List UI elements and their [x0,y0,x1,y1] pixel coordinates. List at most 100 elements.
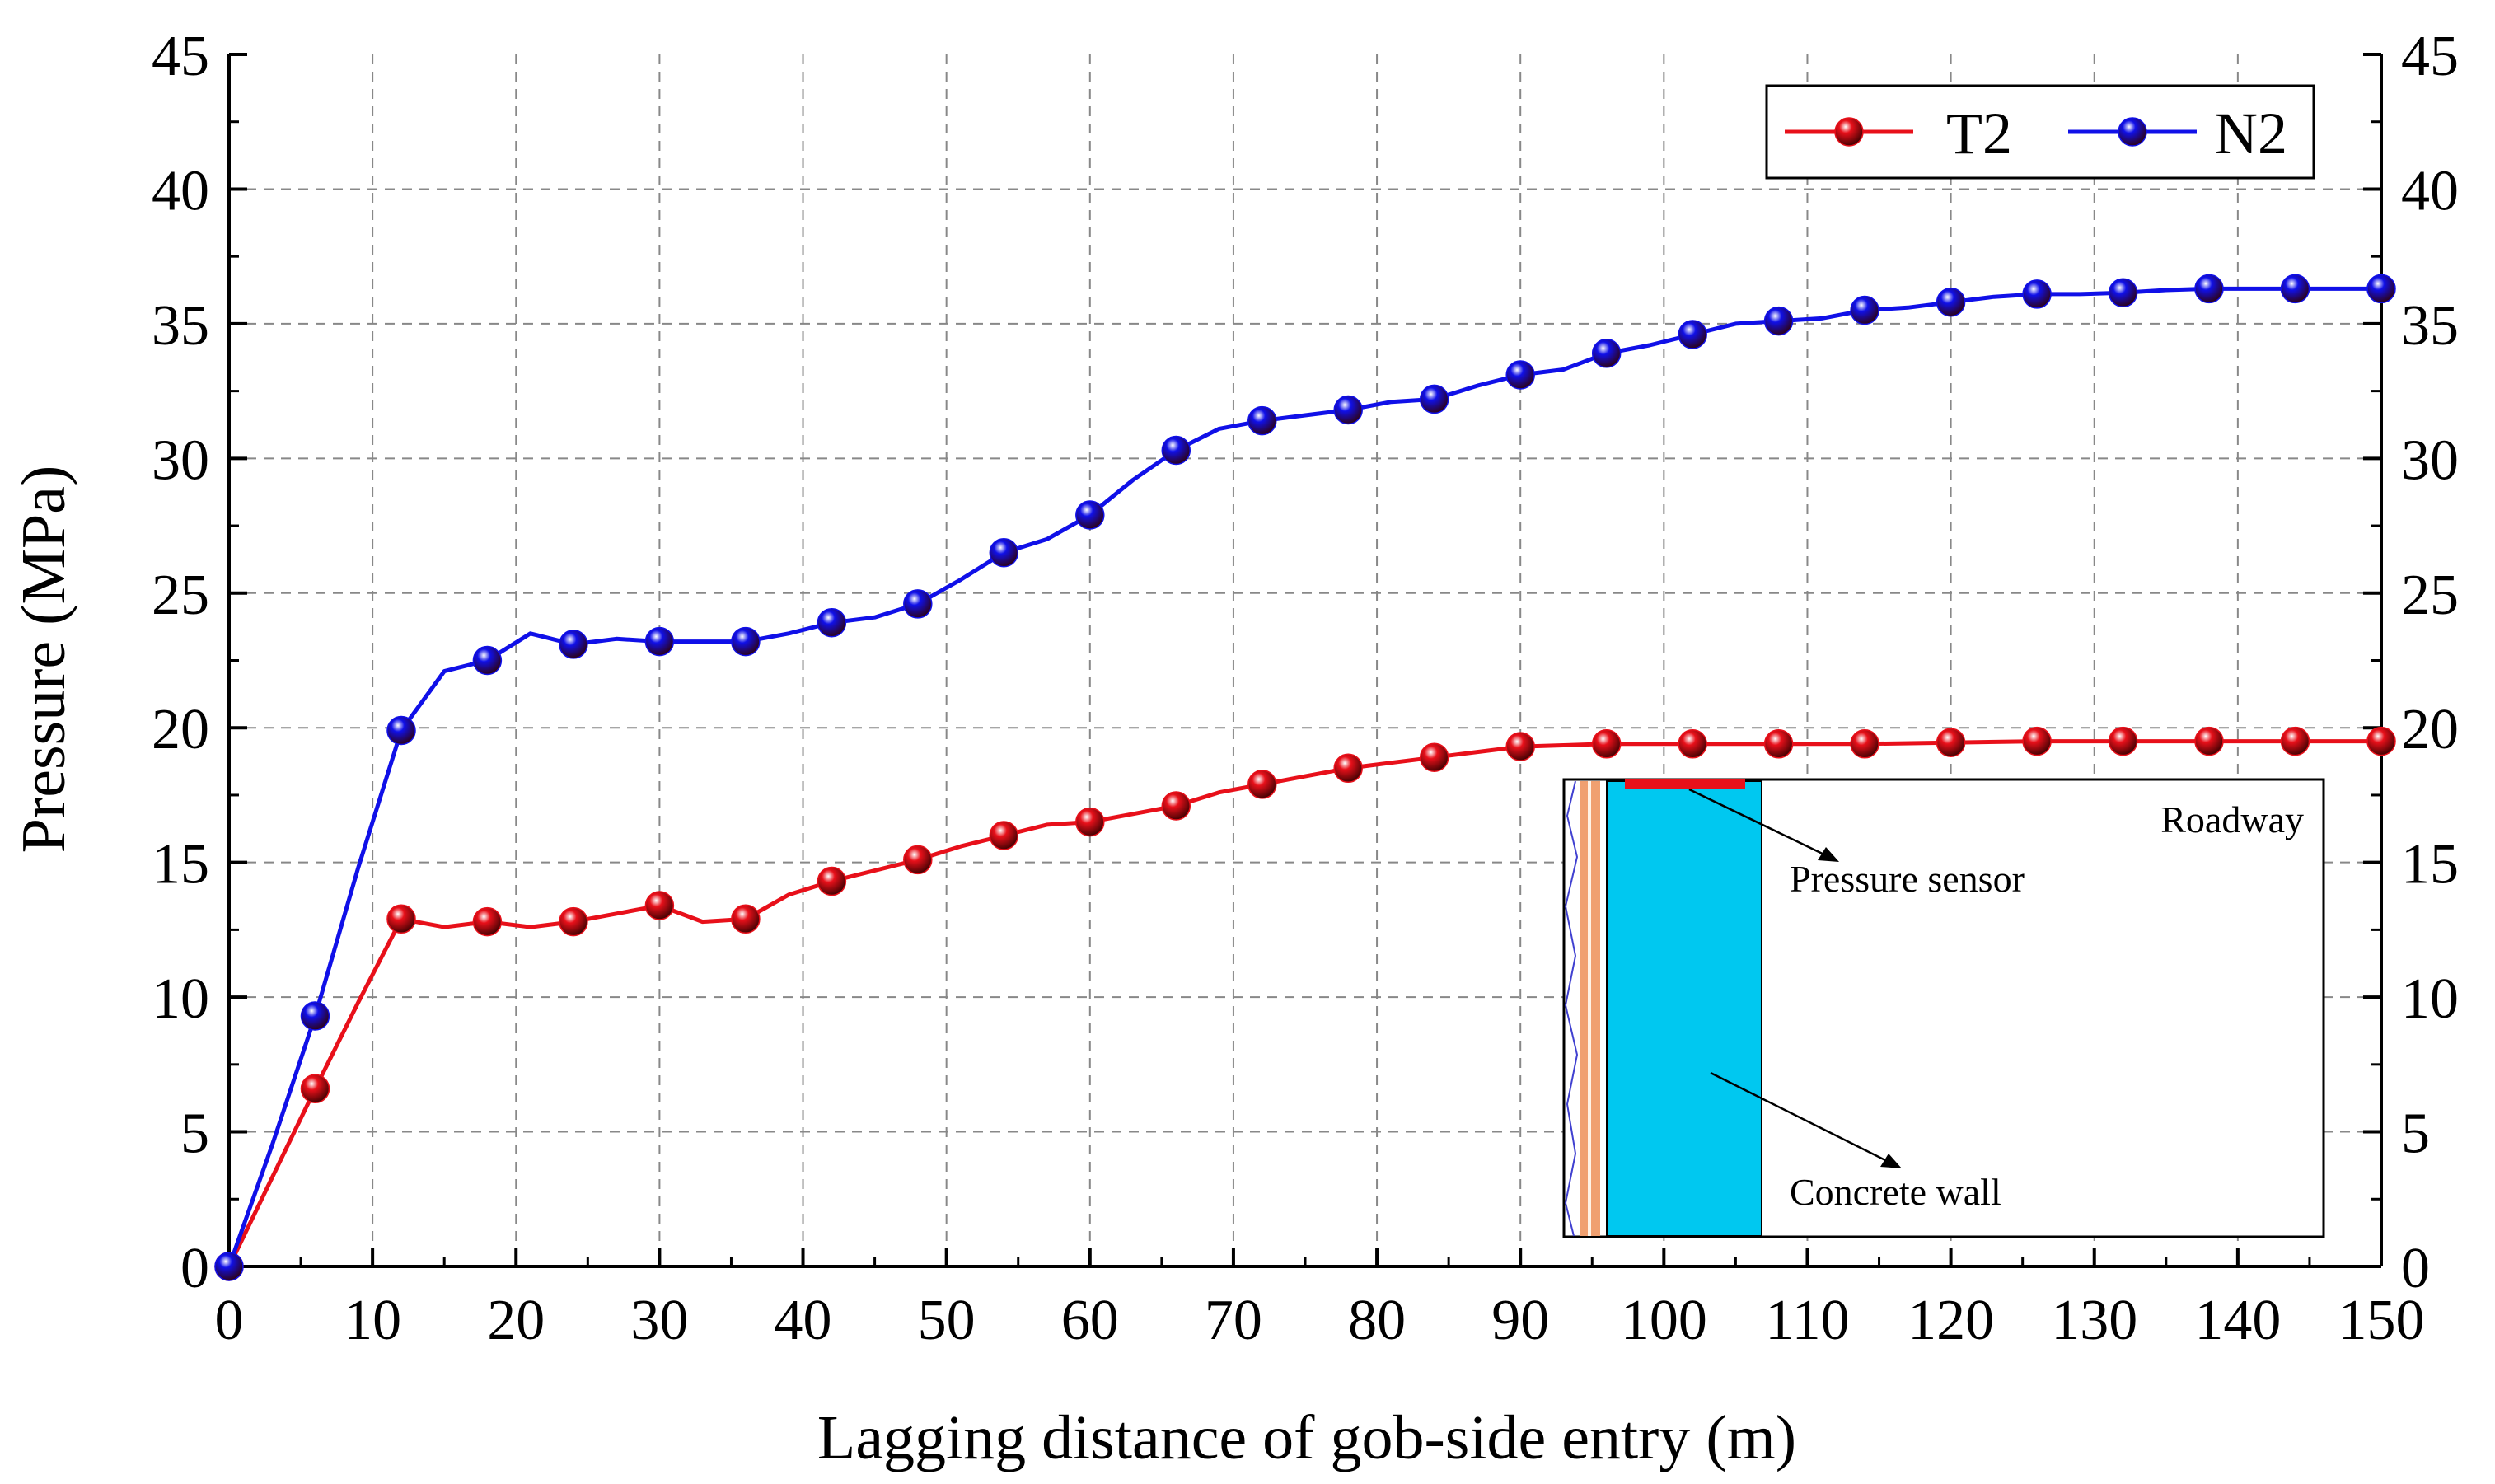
y-tick-label-left: 40 [152,159,209,222]
data-point-t2 [1936,728,1966,757]
y-tick-label-left: 15 [152,833,209,896]
x-tick-label: 20 [487,1289,545,1352]
data-point-t2 [1333,753,1363,784]
data-point-n2 [1591,339,1622,368]
data-point-n2 [731,626,761,657]
data-point-n2 [2108,278,2138,308]
concrete-wall-shape [1606,780,1762,1237]
y-tick-label-left: 0 [180,1237,209,1300]
data-point-n2 [1936,287,1966,317]
data-point-n2 [472,645,503,676]
y-tick-label-left: 35 [152,294,209,358]
data-point-t2 [2366,726,2396,756]
concrete-wall-arrow [1710,1071,1893,1165]
data-point-n2 [1763,306,1794,336]
data-point-n2 [2366,274,2396,304]
y-tick-label-left: 25 [152,564,209,627]
x-tick-label: 10 [344,1289,401,1352]
data-point-t2 [2022,726,2052,756]
data-point-n2 [817,607,847,638]
x-tick-label: 150 [2338,1289,2425,1352]
data-point-n2 [644,626,675,657]
data-point-n2 [1678,320,1707,349]
data-point-t2 [1678,729,1707,759]
data-point-n2 [1075,500,1105,530]
data-point-n2 [1419,384,1449,414]
x-tick-label: 50 [918,1289,976,1352]
y-tick-label-right: 25 [2401,564,2459,627]
x-tick-label: 130 [2051,1289,2137,1352]
data-point-n2 [1505,360,1535,390]
data-point-n2 [903,589,933,619]
data-point-n2 [300,1001,330,1031]
y-tick-label-left: 20 [152,698,209,761]
data-point-t2 [472,906,503,937]
y-tick-label-left: 10 [152,967,209,1031]
legend-marker-n2 [2118,117,2147,147]
data-point-t2 [2108,726,2138,756]
x-tick-label: 90 [1491,1289,1549,1352]
data-point-t2 [1419,742,1449,772]
x-tick-label: 120 [1908,1289,1994,1352]
data-point-n2 [1333,395,1363,425]
x-tick-label: 60 [1061,1289,1119,1352]
data-point-n2 [989,537,1019,568]
data-point-t2 [1505,732,1535,761]
pressure-sensor-shape [1625,779,1745,789]
data-point-t2 [300,1074,330,1104]
data-point-n2 [1248,405,1277,436]
x-tick-label: 110 [1765,1289,1849,1352]
data-point-t2 [731,904,761,934]
data-point-t2 [903,845,933,875]
data-point-n2 [386,715,416,746]
data-point-n2 [559,630,588,659]
y-tick-label-left: 5 [180,1102,209,1166]
data-point-n2 [2194,274,2224,304]
y-tick-label-right: 20 [2401,698,2459,761]
data-point-t2 [1591,729,1622,759]
x-tick-label: 100 [1621,1289,1707,1352]
data-point-t2 [644,891,675,920]
y-axis-title: Pressure (MPa) [9,466,78,854]
x-tick-label: 30 [630,1289,688,1352]
y-tick-label-right: 15 [2401,833,2459,896]
series-n2 [214,274,2396,1281]
x-axis-title: Lagging distance of gob-side entry (m) [817,1403,1796,1472]
data-point-t2 [1763,729,1794,759]
data-point-n2 [1850,295,1879,325]
pressure-sensor-arrow [1688,788,1830,859]
series [214,274,2396,1281]
legend-marker-t2 [1834,117,1864,147]
data-point-t2 [1161,791,1191,821]
x-tick-label: 0 [215,1289,244,1352]
pressure-sensor-arrow-head [1818,847,1839,862]
data-point-t2 [2194,726,2224,756]
inset-roadway-label: Roadway [2160,798,2304,840]
y-tick-label-right: 45 [2401,25,2459,88]
x-tick-label: 70 [1205,1289,1262,1352]
y-tick-label-right: 35 [2401,294,2459,358]
data-point-n2 [214,1252,244,1281]
inset-pressure-sensor-label: Pressure sensor [1790,858,2025,900]
data-point-t2 [1850,729,1879,759]
data-point-t2 [817,866,847,896]
legend-label-n2: N2 [2215,101,2287,166]
inset-schematic: Roadway Pressure sensor Concrete wall [1562,778,2325,1238]
data-point-t2 [2280,726,2310,756]
x-tick-label: 40 [775,1289,832,1352]
data-point-t2 [989,821,1019,850]
legend: T2 N2 [1765,84,2315,180]
y-tick-label-right: 30 [2401,428,2459,492]
y-tick-label-right: 10 [2401,967,2459,1031]
inset-concrete-wall-label: Concrete wall [1790,1171,2001,1213]
y-tick-label-left: 45 [152,25,209,88]
data-point-n2 [2022,279,2052,309]
y-tick-label-right: 5 [2401,1102,2430,1166]
concrete-wall-arrow-head [1880,1154,1902,1168]
data-point-n2 [2280,274,2310,304]
inset-rock-outline [1564,780,1579,1237]
tick-marks [227,53,2383,1268]
legend-label-t2: T2 [1946,101,2012,166]
